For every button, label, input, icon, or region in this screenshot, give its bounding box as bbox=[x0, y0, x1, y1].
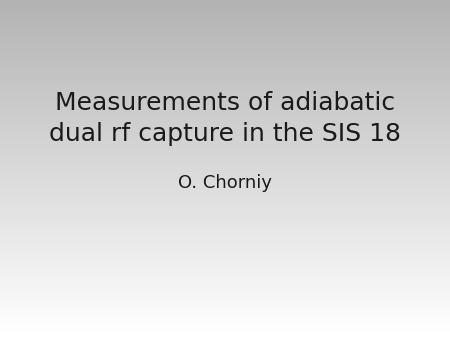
Text: O. Chorniy: O. Chorniy bbox=[178, 173, 272, 192]
Text: Measurements of adiabatic
dual rf capture in the SIS 18: Measurements of adiabatic dual rf captur… bbox=[49, 91, 401, 146]
